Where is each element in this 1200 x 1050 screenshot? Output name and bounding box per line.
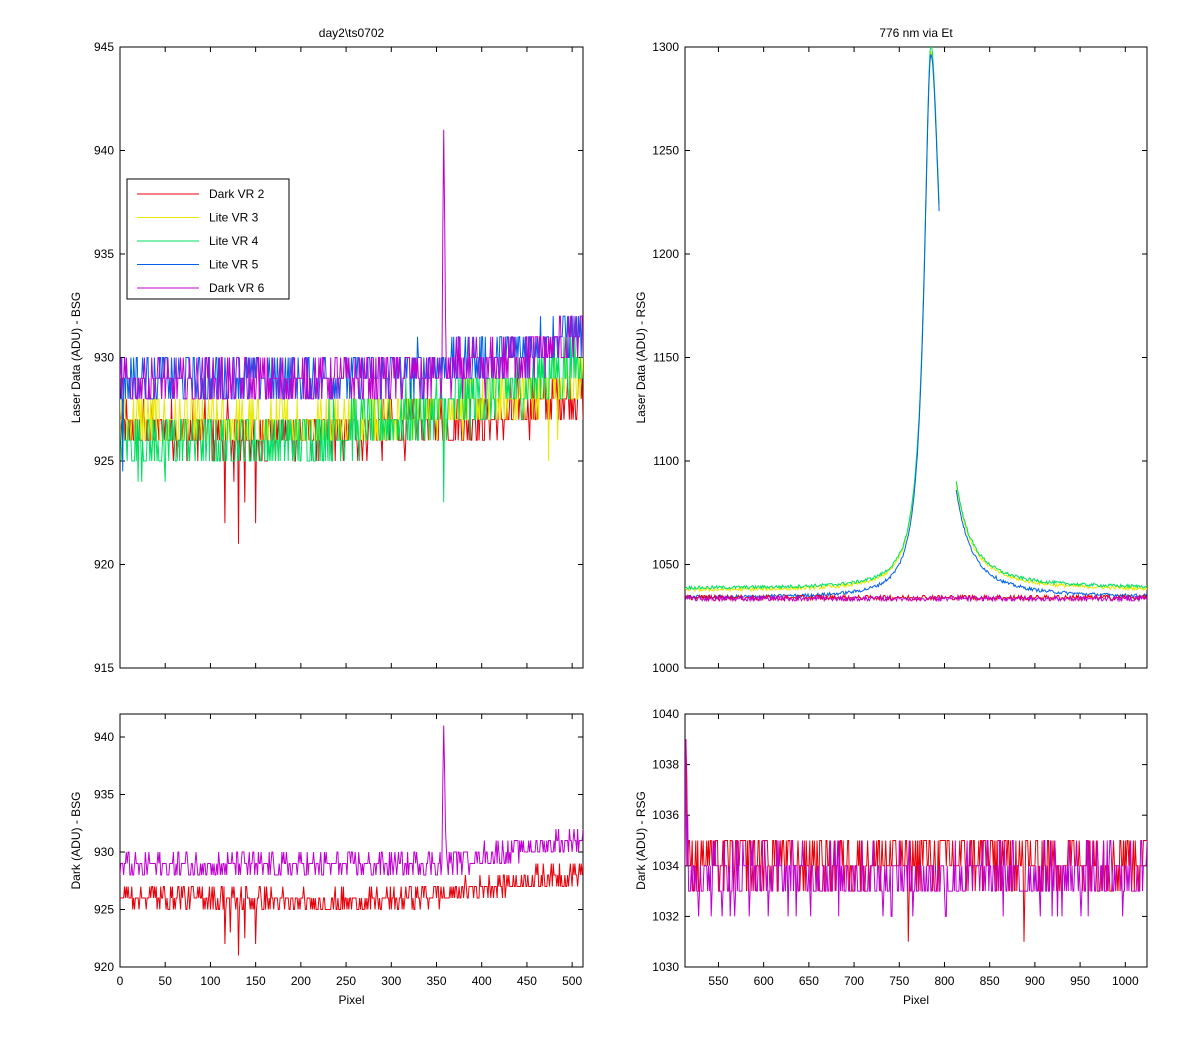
x-tick-label: 100 [200, 974, 220, 988]
y-axis-label: Laser Data (ADU) - RSG [634, 291, 648, 423]
y-tick-label: 1034 [652, 859, 679, 873]
x-axis-label: Pixel [338, 993, 364, 1007]
y-tick-label: 940 [94, 144, 114, 158]
series-group [685, 739, 1147, 942]
legend-label: Lite VR 4 [209, 234, 259, 248]
x-tick-label: 350 [426, 974, 446, 988]
x-tick-label: 400 [472, 974, 492, 988]
legend-label: Lite VR 5 [209, 258, 259, 272]
series-line-lite-vr-4 [685, 47, 940, 591]
legend-label: Dark VR 2 [209, 187, 265, 201]
plot-area [119, 713, 584, 968]
y-tick-label: 920 [94, 558, 114, 572]
y-tick-label: 925 [94, 454, 114, 468]
y-tick-label: 1150 [653, 351, 679, 365]
series-line-dark-vr-6 [120, 129, 583, 400]
legend-label: Lite VR 3 [209, 211, 259, 225]
x-tick-label: 1000 [1112, 974, 1139, 988]
y-tick-label: 920 [94, 960, 114, 974]
series-line-lite-vr-3 [955, 481, 1147, 592]
y-tick-label: 935 [94, 788, 114, 802]
y-tick-label: 1100 [653, 454, 679, 468]
y-tick-label: 1038 [652, 758, 679, 772]
y-axis-label: Laser Data (ADU) - BSG [69, 292, 83, 423]
chart-panel-top-left: 915 920 925 930 935 940 945 day2\ts0702 Laser Da… [69, 26, 584, 675]
chart-panel-top-right: 1000 1050 1100 1150 1200 1250 1300 776 nm via E… [634, 26, 1148, 675]
x-tick-label: 750 [889, 974, 909, 988]
series-line-dark-vr-2 [120, 863, 583, 956]
x-axis-label: Pixel [903, 993, 929, 1007]
chart-title: day2\ts0702 [319, 26, 385, 40]
series-line-dark-vr-6 [685, 739, 1147, 917]
y-tick-label: 1050 [652, 558, 679, 572]
legend-box [126, 178, 290, 300]
x-tick-label: 0 [117, 974, 124, 988]
series-line-lite-vr-4 [955, 481, 1147, 590]
y-tick-label: 935 [94, 247, 114, 261]
chart-panel-bottom-right: 550 600 650 700 750 800 850 900 950 1000 1030 1032 1… [634, 707, 1148, 1007]
series-group [685, 47, 1147, 603]
y-tick-label: 1300 [652, 40, 679, 54]
chart-title: 776 nm via Et [879, 26, 953, 40]
y-tick-label: 930 [94, 351, 114, 365]
x-tick-label: 700 [844, 974, 864, 988]
series-line-dark-vr-6 [685, 594, 1147, 603]
y-tick-label: 1250 [652, 144, 679, 158]
x-tick-label: 900 [1025, 974, 1045, 988]
series-group [120, 129, 583, 544]
chart-panel-bottom-left: 0 50 100 150 200 250 300 350 400 450 500 920 925 930 9… [69, 713, 584, 1007]
y-tick-label: 1030 [652, 960, 679, 974]
x-tick-label: 200 [291, 974, 311, 988]
y-tick-label: 940 [94, 730, 114, 744]
y-axis-label: Dark (ADU) - RSG [634, 791, 648, 890]
x-tick-label: 300 [381, 974, 401, 988]
x-tick-label: 950 [1070, 974, 1090, 988]
x-tick-label: 450 [517, 974, 537, 988]
y-tick-label: 1040 [652, 707, 679, 721]
x-tick-label: 800 [934, 974, 954, 988]
y-tick-label: 1032 [652, 909, 679, 923]
x-tick-label: 650 [799, 974, 819, 988]
y-tick-label: 1036 [652, 808, 679, 822]
x-tick-label: 50 [159, 974, 173, 988]
x-tick-label: 150 [246, 974, 266, 988]
series-line-lite-vr-3 [685, 50, 940, 593]
series-line-lite-vr-5 [955, 490, 1147, 599]
y-tick-label: 930 [94, 845, 114, 859]
x-tick-label: 250 [336, 974, 356, 988]
series-group [120, 725, 583, 956]
x-tick-label: 850 [980, 974, 1000, 988]
x-tick-label: 600 [754, 974, 774, 988]
series-line-dark-vr-6 [120, 725, 583, 876]
y-tick-label: 1200 [652, 247, 679, 261]
y-axis-label: Dark (ADU) - BSG [69, 791, 83, 889]
x-tick-label: 500 [562, 974, 582, 988]
x-tick-label: 550 [708, 974, 728, 988]
y-tick-label: 945 [94, 40, 114, 54]
plot-area [684, 46, 1148, 669]
legend-label: Dark VR 6 [209, 281, 265, 295]
y-tick-label: 1000 [652, 661, 679, 675]
legend: Dark VR 2 Lite VR 3 Lite VR 4 Lite VR 5 Dark… [126, 178, 290, 300]
y-tick-label: 915 [94, 661, 114, 675]
y-tick-label: 925 [94, 903, 114, 917]
